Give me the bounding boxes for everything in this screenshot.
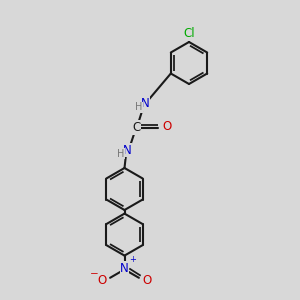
Text: O: O bbox=[143, 274, 152, 287]
Text: H: H bbox=[117, 148, 124, 159]
Text: −: − bbox=[90, 269, 99, 279]
Text: O: O bbox=[163, 120, 172, 133]
Text: +: + bbox=[130, 256, 136, 265]
Text: N: N bbox=[141, 97, 150, 110]
Text: N: N bbox=[120, 262, 129, 275]
Text: O: O bbox=[97, 274, 106, 287]
Text: N: N bbox=[123, 143, 132, 157]
Text: Cl: Cl bbox=[183, 27, 195, 40]
Text: H: H bbox=[135, 102, 142, 112]
Text: C: C bbox=[132, 121, 141, 134]
